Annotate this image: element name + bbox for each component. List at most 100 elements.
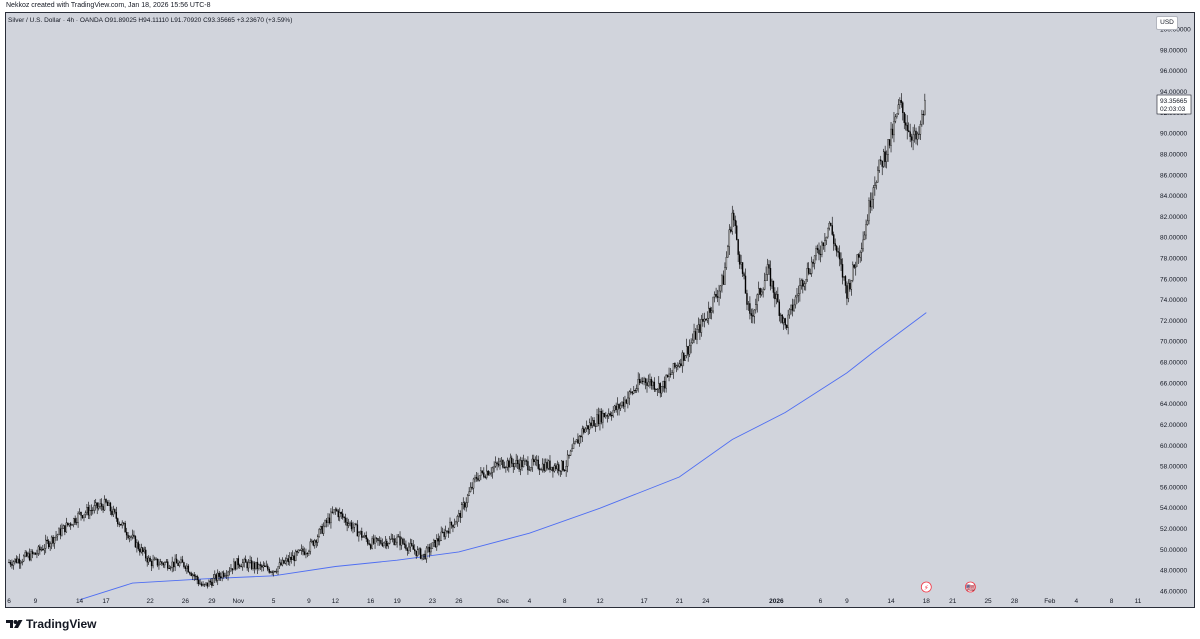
candle — [202, 581, 204, 587]
symbol-legend[interactable]: Silver / U.S. Dollar · 4h · OANDA O91.89… — [8, 17, 293, 24]
candle — [387, 542, 389, 549]
candle — [47, 539, 50, 549]
candle — [699, 318, 701, 340]
candle — [544, 458, 547, 472]
y-tick-label: 66.00000 — [1160, 380, 1187, 387]
candle — [771, 278, 773, 289]
candle — [269, 570, 272, 574]
candle — [475, 471, 478, 482]
candle — [821, 240, 823, 258]
candle — [152, 554, 154, 569]
candle — [481, 470, 484, 475]
candle — [890, 121, 892, 153]
candle — [805, 279, 807, 291]
candle — [128, 535, 131, 543]
candle — [374, 535, 376, 549]
candle — [302, 545, 304, 556]
candle — [136, 539, 138, 553]
candle — [919, 120, 922, 141]
candle — [581, 425, 584, 443]
candle — [702, 313, 704, 327]
candle — [715, 287, 717, 299]
candle — [287, 554, 290, 566]
candle — [172, 561, 175, 572]
candle — [436, 534, 438, 551]
candle — [424, 550, 426, 561]
candle — [688, 339, 691, 358]
candle — [139, 543, 141, 556]
candle — [443, 528, 445, 540]
candle — [496, 461, 498, 471]
candle — [349, 521, 351, 527]
candle — [330, 508, 332, 529]
candle — [528, 465, 531, 471]
candle — [684, 354, 686, 362]
candle — [727, 244, 729, 258]
candle — [186, 563, 188, 574]
candle — [218, 570, 220, 581]
x-tick-label: 4 — [528, 598, 532, 605]
candle — [111, 506, 113, 517]
candle — [168, 564, 170, 570]
candle — [409, 538, 412, 553]
us-flag-icon[interactable]: 🇺🇸 — [965, 581, 976, 593]
candle — [315, 539, 317, 548]
candle — [236, 558, 238, 570]
x-tick-label: 17 — [640, 598, 648, 605]
tradingview-branding[interactable]: TradingView — [6, 614, 96, 634]
candle — [427, 544, 429, 553]
candle — [115, 506, 118, 522]
candle — [222, 570, 225, 579]
candle — [264, 562, 266, 567]
candle — [690, 338, 692, 354]
y-tick-label: 68.00000 — [1160, 360, 1187, 367]
candle — [158, 558, 160, 570]
candle — [850, 280, 853, 296]
candle — [281, 557, 284, 567]
candle — [553, 463, 556, 473]
candle — [494, 456, 497, 468]
candle — [62, 524, 65, 529]
candle — [127, 531, 129, 540]
candle — [513, 462, 516, 470]
candle — [546, 458, 548, 471]
candle — [134, 535, 137, 548]
candle — [23, 554, 25, 563]
candle — [9, 559, 12, 568]
candle — [750, 308, 753, 324]
candle — [638, 373, 641, 386]
candle — [147, 555, 150, 566]
candle — [162, 562, 165, 568]
candle — [921, 109, 923, 127]
earnings-flash-icon[interactable]: ⚡ — [920, 581, 932, 593]
candle — [478, 475, 481, 482]
candle — [534, 456, 536, 466]
candle — [462, 497, 464, 510]
candle — [627, 391, 629, 409]
candle — [621, 401, 623, 408]
candle — [28, 548, 31, 562]
candle — [384, 535, 387, 549]
candle — [730, 226, 732, 234]
candle — [190, 571, 192, 577]
candle — [665, 374, 667, 393]
x-tick-label: 2026 — [769, 598, 784, 605]
candle — [212, 574, 215, 587]
candle — [796, 288, 798, 305]
candle — [24, 549, 26, 558]
candle — [418, 547, 420, 555]
candle — [912, 126, 914, 151]
candle — [224, 572, 226, 578]
x-tick-label: 9 — [845, 598, 849, 605]
candle — [563, 468, 566, 472]
candle — [713, 291, 716, 303]
candle — [525, 459, 528, 467]
candle — [81, 514, 84, 519]
time-axis: 6 9 14 17 22 26 29 Nov 5 9 12 16 19 23 26 Dec 4 8 12 17 21 24… — [7, 598, 1142, 605]
candle — [637, 372, 639, 393]
candle — [280, 559, 282, 566]
candle — [17, 556, 19, 564]
currency-button[interactable]: USD — [1156, 16, 1178, 30]
candle — [465, 497, 467, 512]
